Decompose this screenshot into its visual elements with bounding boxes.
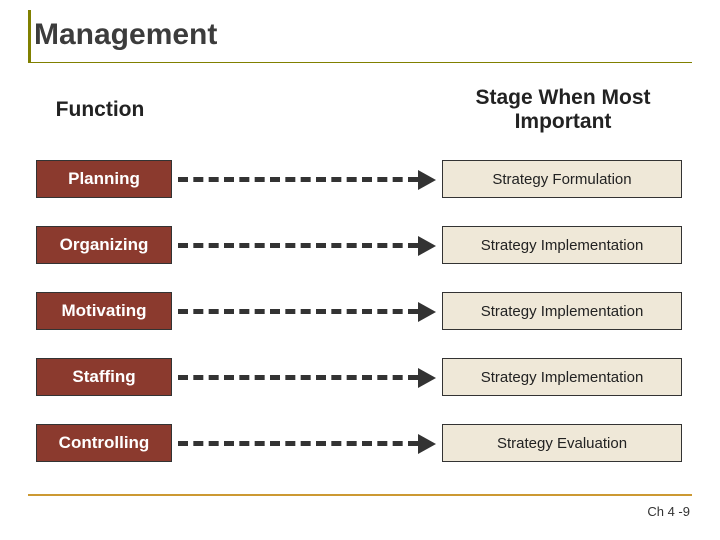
function-box: Organizing: [36, 226, 172, 264]
arrow-line: [178, 441, 418, 446]
arrow-head-icon: [418, 302, 436, 322]
column-headers: Function Stage When Most Important: [0, 86, 720, 122]
arrow-head-icon: [418, 236, 436, 256]
arrow-line: [178, 375, 418, 380]
function-box: Motivating: [36, 292, 172, 330]
arrow: [178, 368, 436, 388]
arrow-head-icon: [418, 170, 436, 190]
arrow-head-icon: [418, 368, 436, 388]
arrow-line: [178, 309, 418, 314]
title-wrap: Management: [0, 0, 720, 60]
function-box: Planning: [36, 160, 172, 198]
mapping-row: Staffing Strategy Implementation: [0, 358, 720, 424]
stage-box: Strategy Implementation: [442, 226, 682, 264]
footer-text: Ch 4 -9: [647, 504, 690, 519]
arrow: [178, 236, 436, 256]
arrow: [178, 170, 436, 190]
mapping-row: Organizing Strategy Implementation: [0, 226, 720, 292]
title-rule: [28, 62, 692, 63]
rows-container: Planning Strategy Formulation Organizing St…: [0, 160, 720, 490]
arrow-line: [178, 243, 418, 248]
mapping-row: Motivating Strategy Implementation: [0, 292, 720, 358]
page-title: Management: [34, 18, 720, 52]
arrow: [178, 434, 436, 454]
arrow-line: [178, 177, 418, 182]
stage-box: Strategy Implementation: [442, 292, 682, 330]
stage-box: Strategy Formulation: [442, 160, 682, 198]
arrow-head-icon: [418, 434, 436, 454]
arrow: [178, 302, 436, 322]
footer-rule: [28, 494, 692, 496]
stage-box: Strategy Evaluation: [442, 424, 682, 462]
header-function: Function: [0, 86, 200, 122]
mapping-row: Controlling Strategy Evaluation: [0, 424, 720, 490]
function-box: Staffing: [36, 358, 172, 396]
header-stage: Stage When Most Important: [438, 86, 688, 134]
function-box: Controlling: [36, 424, 172, 462]
stage-box: Strategy Implementation: [442, 358, 682, 396]
mapping-row: Planning Strategy Formulation: [0, 160, 720, 226]
title-accent-vertical: [28, 10, 31, 62]
